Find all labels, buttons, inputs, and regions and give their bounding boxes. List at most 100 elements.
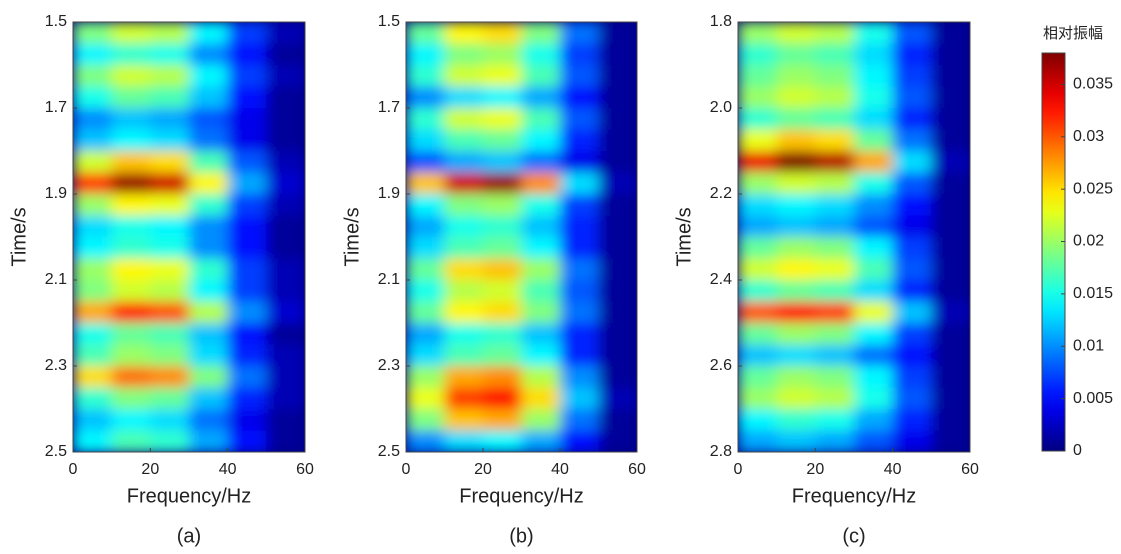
- heatmap-cell: [150, 43, 190, 66]
- y-tick-label: 2.4: [710, 271, 732, 288]
- heatmap-cell: [931, 237, 970, 259]
- heatmap-cell: [598, 409, 637, 431]
- heatmap-cell: [598, 301, 637, 324]
- heatmap-cell: [266, 22, 305, 44]
- heatmap-cell: [227, 43, 267, 66]
- heatmap-cell: [521, 129, 561, 152]
- heatmap-cell: [189, 108, 229, 130]
- heatmap-cell: [521, 366, 561, 388]
- y-tick-label: 2.2: [710, 185, 732, 202]
- heatmap-cell: [150, 172, 190, 195]
- heatmap-cell: [560, 280, 599, 302]
- heatmap-cell: [111, 194, 151, 216]
- heatmap-cell: [483, 323, 522, 345]
- y-tick-label: 1.9: [45, 185, 67, 202]
- heatmap-cell: [815, 301, 855, 324]
- heatmap-cell: [189, 323, 229, 345]
- heatmap-cell: [738, 366, 778, 388]
- heatmap-cell: [483, 194, 522, 216]
- heatmap-cell: [598, 366, 637, 388]
- heatmap-cell: [892, 409, 932, 431]
- heatmap-cell: [738, 323, 778, 345]
- heatmap-cell: [483, 237, 522, 259]
- heatmap-cell: [854, 280, 894, 302]
- colorbar-tick-label: 0.025: [1073, 180, 1113, 197]
- heatmap-cell: [227, 129, 267, 152]
- heatmap-cell: [189, 258, 229, 281]
- heatmap-cell: [892, 22, 932, 44]
- colorbar-tick-label: 0.015: [1073, 285, 1113, 302]
- heatmap-cell: [521, 22, 561, 44]
- heatmap-cell: [227, 409, 267, 431]
- heatmap-cell: [266, 237, 305, 259]
- heatmap-cell: [111, 280, 151, 302]
- x-axis-label: Frequency/Hz: [792, 485, 917, 507]
- heatmap-cell: [521, 215, 561, 238]
- heatmap-cell: [189, 387, 229, 410]
- heatmap-cell: [483, 43, 522, 66]
- heatmap-cell: [444, 366, 484, 388]
- heatmap-cell: [406, 65, 445, 87]
- plot-frame: [72, 21, 306, 453]
- heatmap-cell: [892, 237, 932, 259]
- y-tick-label: 2.5: [378, 443, 400, 460]
- heatmap-cell: [406, 237, 445, 259]
- heatmap-cell: [266, 430, 305, 452]
- heatmap-cell: [521, 301, 561, 324]
- heatmap-cell: [266, 280, 305, 302]
- x-tick-label: 40: [551, 461, 569, 478]
- heatmap-cell: [560, 86, 599, 109]
- heatmap-cell: [931, 43, 970, 66]
- heatmap-cell: [521, 237, 561, 259]
- heatmap-cell: [150, 258, 190, 281]
- heatmap-cell: [560, 215, 599, 238]
- heatmap-cell: [854, 409, 894, 431]
- x-axis-label: Frequency/Hz: [127, 485, 252, 507]
- heatmap-cell: [406, 215, 445, 238]
- colorbar-tick-label: 0.03: [1073, 128, 1104, 145]
- heatmap-cell: [266, 301, 305, 324]
- heatmap-cell: [189, 151, 229, 173]
- heatmap-cell: [227, 280, 267, 302]
- heatmap-cell: [738, 430, 778, 452]
- heatmap-cell: [815, 108, 855, 130]
- heatmap-cell: [227, 65, 267, 87]
- heatmap-cell: [444, 108, 484, 130]
- x-tick-label: 40: [219, 461, 237, 478]
- heatmap-cell: [111, 344, 151, 367]
- heatmap-cell: [444, 43, 484, 66]
- heatmap-cell: [189, 344, 229, 367]
- heatmap-cell: [406, 22, 445, 44]
- heatmap-cell: [111, 22, 151, 44]
- heatmap-cell: [227, 237, 267, 259]
- heatmap-cell: [854, 43, 894, 66]
- heatmap-cell: [931, 344, 970, 367]
- plot-frame: [405, 21, 638, 453]
- heatmap-cell: [738, 301, 778, 324]
- heatmap-cell: [189, 194, 229, 216]
- heatmap-cell: [444, 86, 484, 109]
- heatmap-cell: [444, 172, 484, 195]
- colorbar: [1041, 52, 1066, 452]
- heatmap-cell: [738, 387, 778, 410]
- heatmap-cell: [598, 430, 637, 452]
- heatmap-cell: [73, 301, 113, 324]
- heatmap-cell: [854, 86, 894, 109]
- heatmap-cell: [73, 151, 113, 173]
- heatmap-cell: [406, 258, 445, 281]
- heatmap-cell: [560, 409, 599, 431]
- heatmap-cell: [111, 387, 151, 410]
- heatmap-cell: [776, 151, 816, 173]
- heatmap-cell: [815, 409, 855, 431]
- heatmap-cell: [598, 22, 637, 44]
- heatmap-cell: [598, 172, 637, 195]
- x-tick-label: 60: [961, 461, 979, 478]
- heatmap-cells: [73, 22, 305, 452]
- heatmap-cell: [560, 323, 599, 345]
- heatmap-cell: [444, 323, 484, 345]
- heatmap-cell: [227, 366, 267, 388]
- heatmap-cell: [73, 86, 113, 109]
- colorbar-tick-label: 0.035: [1073, 76, 1113, 93]
- heatmap-cell: [266, 108, 305, 130]
- heatmap-cell: [73, 344, 113, 367]
